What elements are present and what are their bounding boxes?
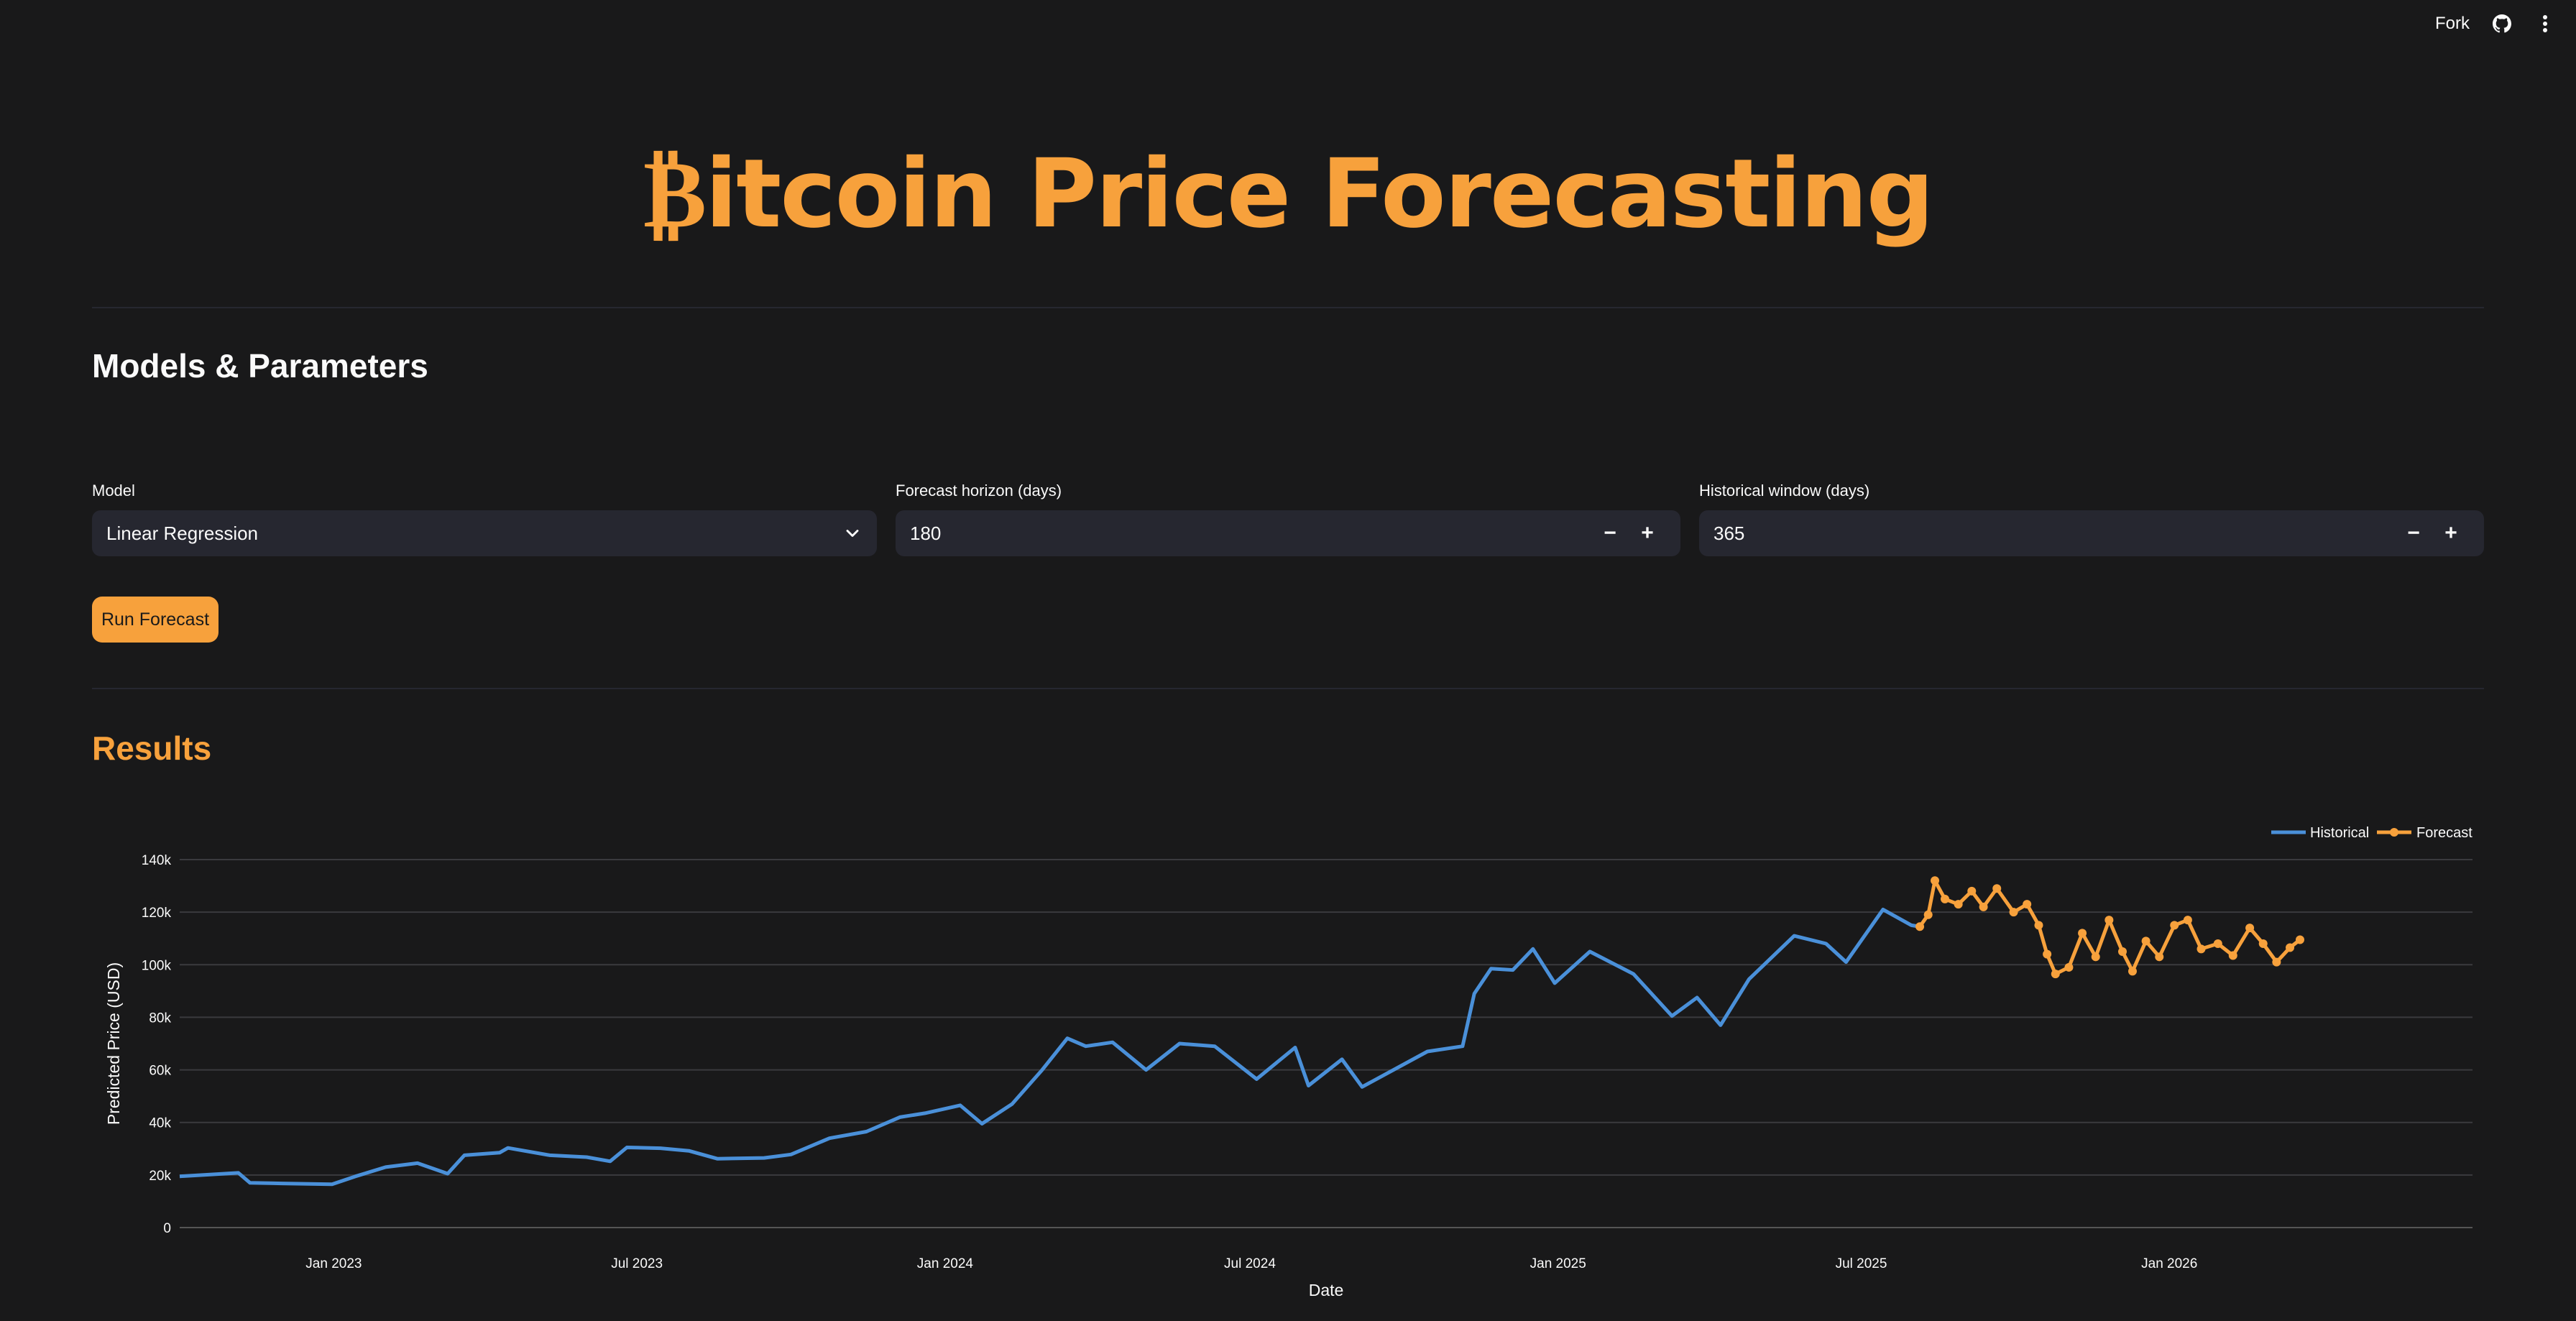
forecast-point[interactable] [2213,939,2222,949]
series-line-forecast[interactable] [1918,878,2301,976]
horizon-label: Forecast horizon (days) [896,482,1062,500]
forecast-point[interactable] [1940,894,1949,903]
bitcoin-icon: ₿ [643,138,707,249]
window-decrement-button[interactable]: − [2407,521,2420,545]
x-tick-label: Jan 2023 [305,1256,362,1271]
forecast-point[interactable] [1915,922,1925,931]
x-tick-label: Jan 2024 [917,1256,974,1271]
forecast-chart[interactable]: 0 20k 40k 60k 80k 100k 120k 140k Jan 2023 Jul 202… [0,791,2576,1308]
x-tick-label: Jan 2026 [2141,1256,2197,1271]
forecast-point[interactable] [2141,936,2150,946]
forecast-point[interactable] [2023,900,2032,909]
y-tick-label: 60k [149,1064,171,1079]
model-label: Model [92,482,135,500]
forecast-point[interactable] [2170,921,2179,930]
y-tick-label: 120k [142,906,172,921]
x-axis-label: Date [1309,1281,1344,1299]
page-title: ₿itcoin Price Forecasting [0,137,2576,252]
y-tick-label: 0 [163,1221,171,1236]
forecast-point[interactable] [2295,935,2304,944]
model-select-value: Linear Regression [106,522,259,544]
y-axis-label: Predicted Price (USD) [104,962,123,1125]
legend-label[interactable]: Forecast [2416,825,2472,841]
forecast-point[interactable] [1954,900,1963,909]
forecast-point[interactable] [2064,962,2074,972]
forecast-point[interactable] [1931,876,1940,885]
window-input[interactable]: 365 − + [1699,510,2484,556]
forecast-point[interactable] [2104,916,2114,925]
forecast-point[interactable] [2117,947,2127,956]
forecast-point[interactable] [2078,929,2087,938]
y-tick-label: 40k [149,1116,171,1131]
forecast-point[interactable] [2286,943,2295,952]
horizon-input[interactable]: 180 − + [896,510,1680,556]
fork-link[interactable]: Fork [2435,14,2470,33]
divider-top [92,307,2484,308]
forecast-point[interactable] [2258,939,2268,949]
x-tick-label: Jul 2023 [611,1256,663,1271]
forecast-point[interactable] [2183,916,2192,925]
github-icon[interactable] [2491,13,2513,34]
forecast-point[interactable] [2272,957,2281,967]
horizon-decrement-button[interactable]: − [1604,521,1616,545]
page-title-text: itcoin Price Forecasting [704,139,1934,249]
series-line-historical[interactable] [179,908,1920,1187]
divider-results [92,688,2484,689]
forecast-point[interactable] [2051,970,2060,979]
forecast-point[interactable] [1979,902,1988,911]
y-tick-label: 140k [142,853,172,868]
model-select[interactable]: Linear Regression [92,510,877,556]
forecast-point[interactable] [2245,924,2255,933]
forecast-point[interactable] [2228,951,2237,960]
forecast-point[interactable] [2091,952,2100,962]
window-label: Historical window (days) [1699,482,1870,500]
forecast-point[interactable] [2196,944,2206,954]
forecast-point[interactable] [2128,967,2137,976]
x-tick-label: Jul 2024 [1224,1256,1276,1271]
more-vert-icon[interactable] [2534,13,2556,34]
forecast-point[interactable] [2155,952,2164,962]
legend-marker [2390,828,2398,837]
x-tick-label: Jul 2025 [1836,1256,1887,1271]
models-heading: Models & Parameters [92,347,428,385]
top-toolbar: Fork [2435,0,2576,47]
forecast-point[interactable] [1992,884,2002,893]
window-increment-button[interactable]: + [2444,521,2457,545]
run-forecast-button[interactable]: Run Forecast [92,597,218,643]
chevron-down-icon [846,530,859,537]
window-value[interactable]: 365 [1714,522,1745,544]
forecast-point[interactable] [2043,949,2052,959]
horizon-value[interactable]: 180 [910,522,942,544]
y-tick-label: 20k [149,1169,171,1184]
y-tick-label: 100k [142,958,172,973]
horizon-increment-button[interactable]: + [1641,521,1654,545]
forecast-point[interactable] [1923,910,1933,919]
x-tick-label: Jan 2025 [1530,1256,1586,1271]
y-tick-label: 80k [149,1011,171,1026]
forecast-point[interactable] [2034,921,2043,930]
forecast-point[interactable] [2009,908,2018,917]
legend-label[interactable]: Historical [2310,825,2369,841]
results-heading: Results [92,729,212,767]
forecast-point[interactable] [1967,886,1977,896]
